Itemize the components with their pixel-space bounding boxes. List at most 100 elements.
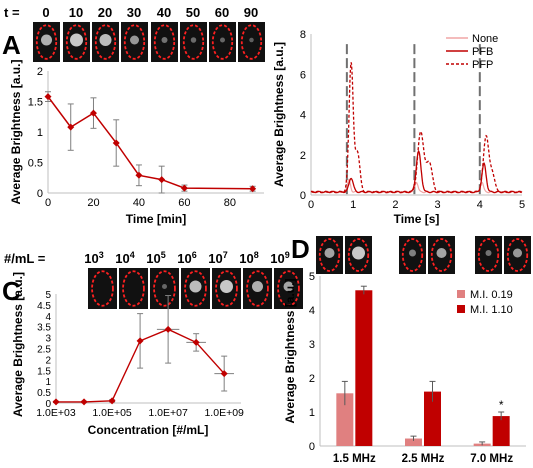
chart-d: 0 1 2 3 4 5 Average Brightness [a.u.] 1.5 MHz 2.… [283, 271, 526, 465]
x-axis-title: Concentration [#/mL] [88, 423, 209, 437]
x-tick-label: 5 [519, 199, 525, 211]
bubble-signal [162, 284, 167, 289]
concentration-base: 10 [208, 251, 222, 266]
y-tick-label: 0 [37, 188, 43, 200]
y-tick-label: 0 [45, 399, 51, 410]
vessel-outline [153, 24, 176, 60]
x-tick-label: 20 [87, 197, 99, 209]
y-tick-label: 2 [300, 150, 306, 162]
concentration-exponent: 4 [130, 250, 135, 260]
time-label: 0 [42, 5, 49, 20]
vessel-outline [240, 24, 263, 60]
data-point [52, 398, 60, 406]
y-tick-label: 4 [309, 305, 315, 317]
conc-prefix: #/mL = [4, 251, 49, 266]
thumbnail-frequency [399, 236, 426, 274]
thumbnail-t [33, 22, 60, 62]
series-line [47, 96, 253, 190]
y-tick-label: 2 [37, 66, 43, 78]
legend-label: M.I. 1.10 [470, 304, 513, 316]
y-tick-label: 0.5 [28, 158, 43, 170]
bar [424, 391, 441, 446]
bubble-signal [220, 37, 225, 43]
data-point [80, 398, 88, 406]
y-tick-label: 0.5 [37, 388, 51, 399]
vessel-outline [506, 238, 529, 272]
concentration-base: 10 [84, 251, 98, 266]
time-label: 20 [98, 5, 112, 20]
concentration-exponent: 7 [223, 250, 228, 260]
bar [492, 416, 510, 446]
vessel-outline [401, 238, 424, 272]
significance-mark: * [499, 398, 504, 412]
y-tick-label: 3.5 [37, 323, 51, 334]
concentration-base: 10 [270, 251, 284, 266]
thumbnail-concentration [150, 268, 179, 309]
bubble-signal [190, 37, 197, 43]
time-label: 40 [157, 5, 171, 20]
vessel-outline [65, 24, 88, 60]
x-tick-label: 40 [133, 197, 145, 209]
x-tick-label: 1.0E+03 [36, 407, 76, 419]
concentration-exponent: 6 [192, 250, 197, 260]
bubble-signal [252, 281, 263, 292]
thumbnail-t [238, 22, 265, 62]
bubble-signal [513, 248, 522, 258]
vessel-outline [153, 270, 176, 307]
thumbnail-concentration [181, 268, 210, 309]
thumbnail-strip-d [316, 236, 531, 274]
time-label: 60 [215, 5, 229, 20]
bubble-signal [485, 250, 492, 256]
y-tick-label: 5 [45, 290, 51, 301]
concentration-exponent: 9 [285, 250, 290, 260]
vessel-outline [477, 238, 500, 272]
x-tick-label: 1.0E+05 [92, 407, 132, 419]
series-trace [310, 149, 523, 194]
y-tick-label: 6 [300, 69, 306, 81]
data-point [220, 370, 228, 378]
thumbnail-concentration [88, 268, 117, 309]
legend-swatch [457, 305, 465, 313]
thumbnail-concentration [119, 268, 148, 309]
time-prefix: t = [4, 5, 23, 20]
vessel-outline [94, 24, 117, 60]
concentration-exponent: 3 [99, 250, 104, 260]
bubble-signal [130, 35, 139, 45]
time-label: 50 [186, 5, 200, 20]
concentration-label: 109 [270, 250, 289, 266]
x-tick-label: 1.0E+07 [148, 407, 188, 419]
legend-swatch [457, 290, 465, 298]
thumbnail-t [209, 22, 236, 62]
concentration-base: 10 [239, 251, 253, 266]
category-label: 1.5 MHz [333, 453, 376, 465]
vessel-outline [215, 270, 238, 307]
time-label: 10 [69, 5, 83, 20]
vessel-outline [184, 270, 207, 307]
y-axis-title: Average Brightness [a.u.] [9, 60, 23, 205]
bubble-signal [324, 248, 335, 258]
x-tick-label: 0 [308, 199, 314, 211]
concentration-label: 105 [146, 250, 165, 266]
vessel-outline [277, 270, 300, 307]
concentration-base: 10 [177, 251, 191, 266]
thumbnail-t [180, 22, 207, 62]
bubble-signal [41, 34, 52, 46]
thumbnail-t [151, 22, 178, 62]
thumbnail-strip-c: 103 104 105 106 107 108 109 [84, 250, 303, 309]
thumbnail-frequency [316, 236, 343, 274]
legend-label: PFP [472, 59, 493, 71]
legend-label: M.I. 0.19 [470, 289, 513, 301]
x-axis-title: Time [min] [126, 212, 186, 226]
thumbnail-frequency [428, 236, 455, 274]
x-tick-label: 1.0E+09 [204, 407, 244, 419]
time-label: 90 [244, 5, 258, 20]
concentration-label: 104 [115, 250, 134, 266]
y-tick-label: 1 [37, 127, 43, 139]
thumbnail-frequency [504, 236, 531, 274]
panel-label-d: D [291, 234, 310, 264]
data-point [89, 109, 97, 117]
legend-label: PFB [472, 46, 493, 58]
x-tick-label: 3 [435, 199, 441, 211]
data-point [158, 176, 166, 184]
